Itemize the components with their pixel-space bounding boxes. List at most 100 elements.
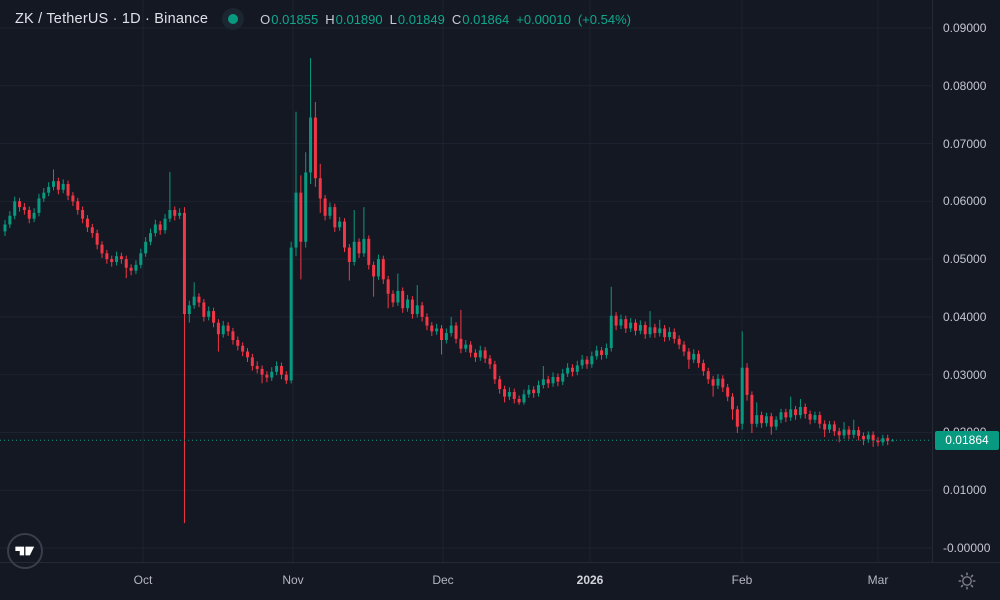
candle-body	[866, 434, 870, 440]
candle-body	[347, 247, 351, 262]
candle-body	[362, 238, 366, 254]
candle-body	[716, 378, 720, 386]
candle-body	[750, 394, 754, 424]
candle-body	[828, 424, 831, 430]
sun-icon[interactable]	[956, 570, 978, 592]
candle-body	[236, 340, 240, 346]
price-axis-label: 0.05000	[943, 252, 987, 267]
candle-body	[459, 338, 463, 349]
candle-body	[246, 351, 249, 358]
candle-body	[503, 389, 507, 397]
candle-body	[410, 299, 414, 314]
candle-body	[134, 264, 138, 271]
candle-body	[488, 358, 492, 365]
candle-body	[265, 374, 269, 378]
candle-body	[876, 440, 880, 443]
price-scale[interactable]: 0.01864 0.09000 0.08000 0.07000 0.06000 0.05…	[932, 0, 1000, 562]
candle-body	[697, 353, 701, 364]
candle-body	[440, 328, 443, 340]
candle-body	[444, 333, 448, 340]
candle-body	[590, 356, 594, 365]
candle-body	[498, 379, 502, 390]
candle-body	[173, 210, 177, 216]
time-axis-label: 2026	[576, 573, 604, 587]
candle-body	[163, 218, 167, 231]
candle-body	[779, 412, 783, 420]
candle-body	[139, 253, 143, 265]
candle-body	[182, 212, 186, 314]
candle-body	[66, 184, 70, 196]
candle-body	[100, 244, 104, 254]
candle-body	[604, 348, 608, 356]
candle-body	[115, 256, 119, 262]
candle-body	[658, 328, 662, 334]
candle-body	[216, 322, 220, 335]
candle-body	[546, 379, 550, 384]
candle-body	[61, 184, 65, 190]
candle-body	[794, 409, 798, 416]
candle-body	[638, 324, 642, 331]
candle-body	[52, 181, 55, 187]
candle-body	[192, 296, 196, 306]
candle-body	[391, 293, 395, 303]
tradingview-logo-icon	[15, 546, 35, 556]
candle-body	[585, 359, 589, 365]
candle-body	[22, 207, 26, 210]
candle-body	[614, 315, 618, 326]
candle-body	[527, 389, 531, 395]
candle-body	[551, 376, 555, 384]
candle-body	[144, 241, 148, 254]
candle-body	[711, 379, 715, 386]
candle-body	[556, 376, 560, 382]
candle-body	[124, 259, 128, 268]
symbol-title[interactable]: ZK / TetherUS · 1D · Binance	[15, 11, 209, 27]
candle-body	[808, 413, 812, 420]
candle-body	[692, 353, 696, 360]
candle-body	[784, 412, 788, 418]
price-axis-label: -0.00000	[943, 541, 991, 555]
candle-body	[798, 407, 802, 416]
candle-body	[473, 352, 477, 358]
time-scale[interactable]: Oct Nov Dec 2026 Feb Mar	[0, 562, 1000, 600]
candle-body	[420, 305, 424, 317]
candle-body	[745, 367, 749, 395]
candle-body	[580, 359, 584, 366]
candle-body	[512, 392, 516, 399]
candle-body	[3, 224, 7, 232]
candle-body	[464, 344, 468, 349]
candle-body	[318, 178, 322, 199]
candle-body	[197, 296, 201, 303]
candle-body	[575, 365, 579, 372]
candle-body	[381, 259, 385, 280]
candle-body	[37, 198, 41, 213]
candle-body	[735, 409, 739, 427]
candle-body	[76, 201, 80, 210]
candle-body	[634, 322, 637, 331]
candle-body	[818, 415, 822, 424]
tradingview-logo[interactable]	[7, 533, 43, 569]
candle-body	[483, 350, 487, 359]
candle-body	[435, 328, 439, 332]
candle-body	[619, 319, 623, 326]
candle-body	[323, 198, 327, 216]
candle-body	[493, 364, 497, 380]
candle-body	[629, 322, 633, 329]
candle-body	[624, 319, 628, 329]
candle-body	[813, 415, 817, 420]
candle-body	[13, 201, 17, 216]
candle-body	[837, 431, 841, 436]
candle-body	[740, 367, 744, 424]
candle-body	[789, 409, 793, 418]
candle-body	[507, 392, 511, 397]
candle-body	[566, 367, 570, 374]
candle-body	[119, 256, 123, 260]
candle-body	[600, 350, 604, 356]
candle-body	[71, 195, 75, 202]
candle-body	[561, 373, 565, 382]
price-axis-label: 0.01000	[943, 483, 987, 498]
candle-body	[338, 221, 342, 228]
candle-body	[260, 368, 264, 375]
candle-body	[376, 259, 380, 277]
candle-body	[667, 331, 671, 338]
